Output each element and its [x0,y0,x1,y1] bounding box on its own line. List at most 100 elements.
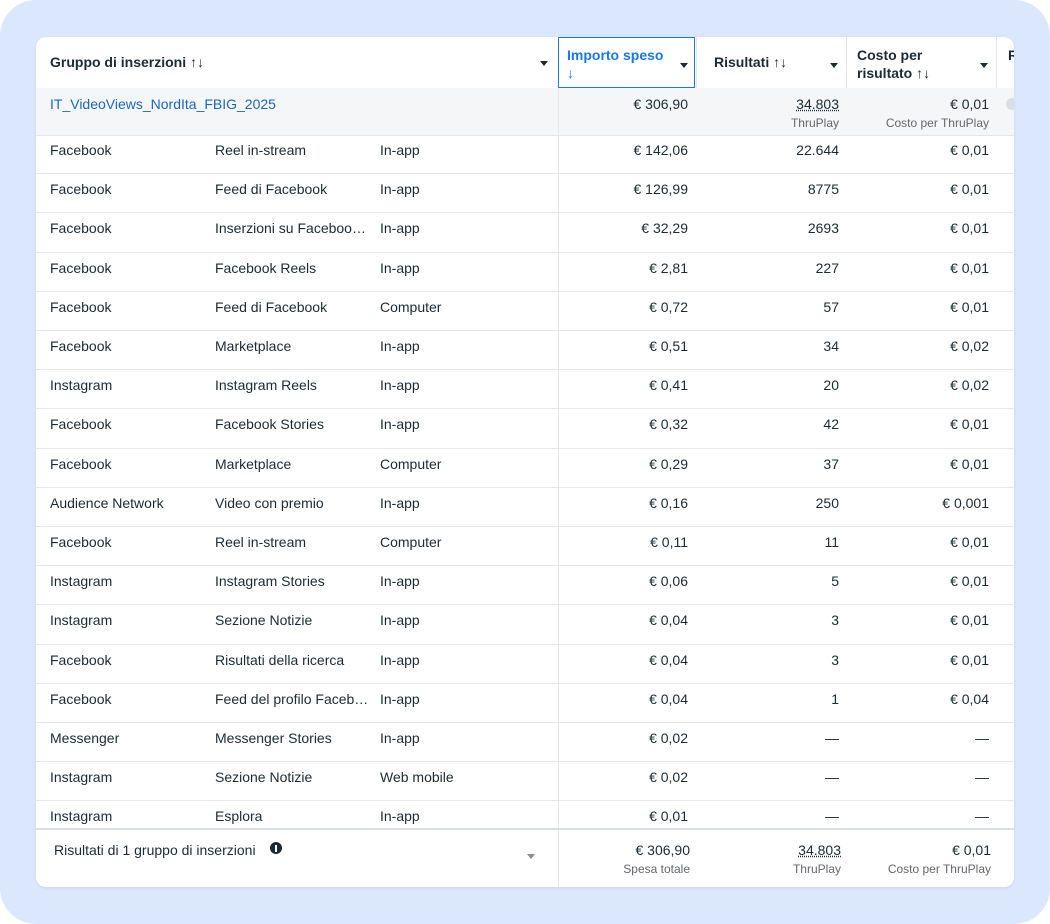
table-cell: Feed di Facebook [215,181,328,198]
table-cell: In-app [380,377,420,394]
table-cell: € 0,29 [649,455,688,472]
dropdown-caret[interactable] [540,61,548,66]
row-divider [36,212,1014,214]
table-cell: € 0,02 [950,377,989,394]
table-cell: In-app [380,181,420,198]
table-cell: Marketplace [215,455,292,472]
footer-label: Risultati di 1 gruppo di inserzioni [54,842,256,858]
table-cell: 1 [831,690,839,707]
table-cell: 34 [823,338,839,354]
table-cell: In-app [380,494,420,511]
table-cell: 3 [831,612,839,629]
selected-column [558,37,695,88]
row-divider [36,290,1014,292]
table-cell: € 0,01 [950,534,989,550]
info-icon-bar [275,845,277,852]
table-cell: € 0,01 [950,220,989,237]
table-cell: € 0,01 [950,259,989,276]
dropdown-caret[interactable] [527,854,535,859]
table-cell: € 0,01 [950,416,989,433]
dropdown-caret[interactable] [680,63,688,68]
summary-cost: € 0,01 [950,96,989,112]
table-cell: € 142,06 [633,142,689,158]
row-divider [36,604,1014,606]
column-header[interactable]: Risultati ↑↓ [714,54,788,70]
table-cell: Messenger Stories [215,730,332,746]
table-cell: In-app [380,612,420,629]
table-cell: € 0,11 [650,534,688,550]
footer-spend: € 306,90 [635,842,691,858]
column-header[interactable]: Importo speso ↓ [567,47,664,81]
column-header[interactable]: R [1008,47,1014,63]
table-cell: In-app [380,338,420,354]
footer-cost-note: Costo per ThruPlay [887,862,991,876]
table-cell: Instagram Stories [215,573,325,590]
column-divider [558,830,559,887]
table-cell: In-app [380,730,420,746]
table-cell: Esplora [215,808,263,825]
table-cell: Computer [380,534,442,550]
scroll-indicator [1006,98,1014,110]
summary-spend: € 306,90 [633,96,689,112]
column-divider [996,37,997,88]
footer-results-note: ThruPlay [792,862,841,876]
campaign-link[interactable]: IT_VideoViews_NordIta_FBIG_2025 [50,96,276,112]
info-icon[interactable] [270,842,282,854]
table-cell: Instagram [50,612,113,629]
table-cell: 11 [824,534,839,550]
table-cell: € 0,04 [950,690,989,707]
summary-row-bg [36,88,1014,136]
table-card: Gruppo di inserzioni ↑↓ Importo speso ↓ Ri… [36,37,1014,887]
table-cell: € 0,02 [649,769,688,786]
table-cell: Instagram Reels [215,377,317,394]
row-divider [36,408,1014,410]
dropdown-caret[interactable] [830,63,838,68]
header-row: Gruppo di inserzioni ↑↓ Importo speso ↓ Ri… [36,37,1014,89]
table-cell: 250 [815,494,839,511]
table-cell: € 0,06 [649,573,688,590]
column-header[interactable]: Gruppo di inserzioni ↑↓ [50,54,204,70]
table-cell: Instagram [50,377,113,394]
dropdown-caret[interactable] [980,63,988,68]
table-cell: — [825,769,839,786]
table-cell: Instagram [50,769,113,786]
column-divider [558,88,559,828]
table-cell: Facebook Reels [215,259,317,276]
row-divider [36,643,1014,645]
row-divider [36,369,1014,371]
table-cell: In-app [380,690,420,707]
table-cell: Feed di Facebook [215,298,328,315]
footer-row: Risultati di 1 gruppo di inserzioni € 306… [36,828,1014,887]
table-cell: Instagram [50,573,113,590]
table-cell: Facebook [50,455,112,472]
table-cell: € 0,001 [942,494,989,511]
table-cell: — [975,730,989,746]
table-cell: € 0,01 [950,651,989,668]
table-cell: 57 [823,298,839,315]
table-cell: € 0,02 [950,338,989,354]
table-cell: Risultati della ricerca [215,651,345,668]
table-cell: Marketplace [215,338,292,354]
table-cell: Reel in-stream [215,534,307,550]
row-divider [36,251,1014,253]
table-cell: € 32,29 [641,220,688,237]
row-divider [36,682,1014,684]
summary-cost-note: Costo per ThruPlay [885,116,989,130]
row-divider [36,722,1014,723]
table-cell: € 0,41 [649,377,688,394]
table-cell: € 0,01 [950,142,989,158]
table-cell: € 0,04 [649,612,688,629]
column-header[interactable]: Costo per risultato ↑↓ [857,47,931,81]
row-divider [36,447,1014,449]
table-cell: In-app [380,142,420,158]
table-cell: Inserzioni su Faceboo… [215,220,366,237]
table-cell: Facebook [50,181,112,198]
table-cell: Feed del profilo Faceb… [215,690,369,707]
table-cell: Facebook [50,220,112,237]
footer-spend-note: Spesa totale [623,862,690,876]
table-cell: € 0,72 [649,298,688,315]
row-divider [36,565,1014,567]
table-cell: — [825,730,839,746]
table-cell: 37 [823,455,839,472]
table-cell: 3 [831,651,839,668]
